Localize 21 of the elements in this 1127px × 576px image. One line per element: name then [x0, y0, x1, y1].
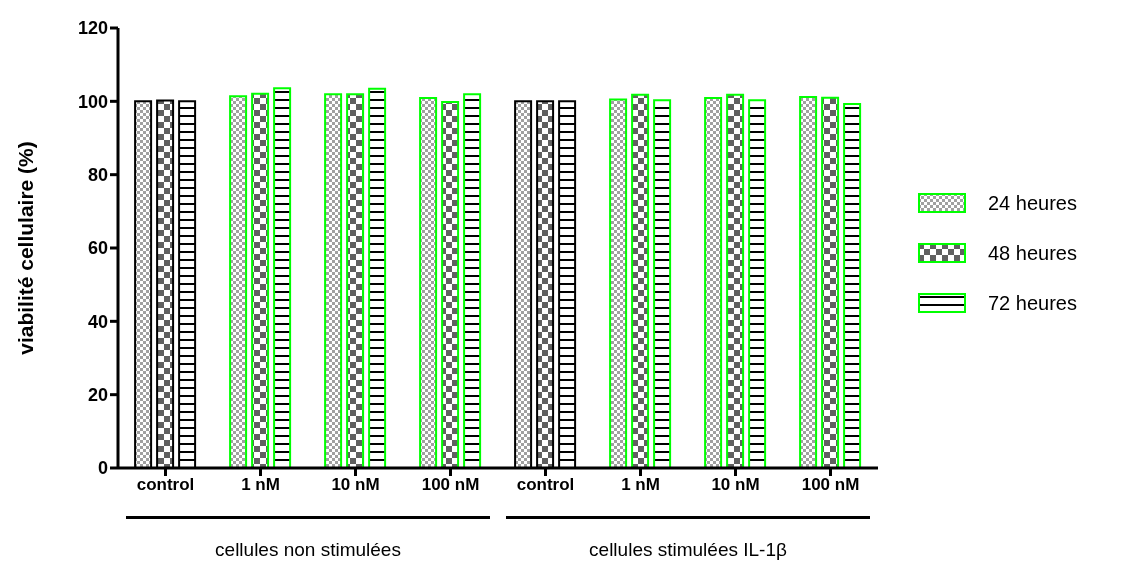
x-tick-label: 100 nM	[801, 475, 860, 495]
x-tick-label: 100 nM	[421, 475, 480, 495]
x-tick-label: 10 nM	[711, 475, 760, 495]
y-tick-label: 40	[87, 311, 108, 332]
text: cellules non stimulées	[214, 539, 402, 561]
y-tick-label: 60	[87, 238, 108, 259]
y-tick-label: 80	[87, 165, 108, 186]
y-tick-label: 0	[97, 458, 108, 479]
x-tick-label: 1 nM	[241, 475, 280, 495]
legend-label: 72 heures	[988, 291, 1077, 315]
y-tick-label: 20	[87, 385, 108, 406]
text: cellules stimulées IL-1β	[588, 539, 788, 561]
x-tick-label: control	[136, 475, 195, 495]
x-tick-label: 1 nM	[621, 475, 660, 495]
y-tick-label: 100	[77, 91, 108, 112]
y-tick-label: 120	[77, 18, 108, 39]
legend-label: 24 heures	[988, 191, 1077, 215]
y-axis-title: viabilité cellulaire (%)	[14, 141, 38, 355]
x-tick-label: control	[516, 475, 575, 495]
x-tick-label: 10 nM	[331, 475, 380, 495]
legend-label: 48 heures	[988, 241, 1077, 265]
